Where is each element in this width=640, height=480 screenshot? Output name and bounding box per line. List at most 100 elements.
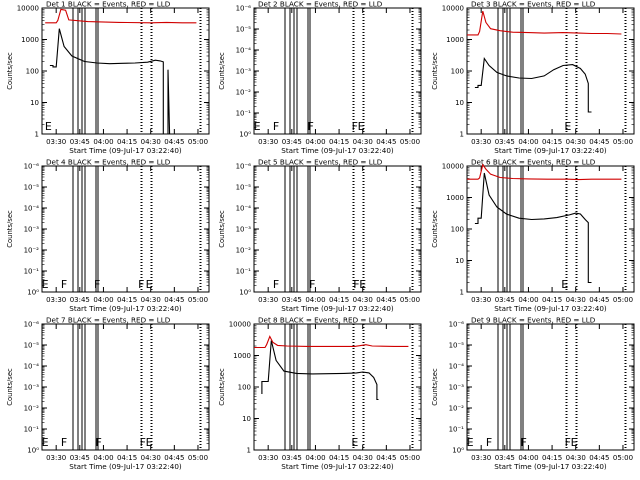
flag-label-f: F: [273, 278, 279, 291]
y-axis-label: Counts/sec: [431, 52, 439, 90]
panel-title: Det 7 BLACK = Events, RED = LLD: [46, 316, 171, 325]
x-tick-label: 04:45: [164, 138, 184, 146]
x-tick-label: 04:15: [117, 454, 137, 462]
plot-frame: [466, 7, 635, 135]
y-tick-label: 10⁻⁵: [24, 184, 40, 192]
y-tick-label: 10⁻²: [236, 89, 252, 97]
plot-frame: [466, 165, 635, 293]
y-tick-label: 10⁻⁵: [236, 184, 252, 192]
x-axis-label: Start Time (09-Jul-17 03:22:40): [494, 462, 607, 471]
y-tick-label: 10: [30, 99, 39, 107]
flag-label-e: E: [45, 120, 52, 133]
x-tick-label: 04:15: [329, 296, 349, 304]
y-tick-label: 1: [247, 447, 251, 455]
y-tick-label: 10⁻⁵: [24, 342, 40, 350]
y-tick-label: 10⁻³: [24, 226, 40, 234]
y-tick-label: 10⁻²: [236, 247, 252, 255]
y-tick-label: 10⁻⁵: [236, 26, 252, 34]
y-tick-label: 10⁻⁶: [236, 5, 252, 13]
y-tick-label: 10⁻¹: [24, 268, 40, 276]
x-tick-label: 04:30: [566, 138, 586, 146]
flag-label-e: E: [561, 278, 568, 291]
x-tick-label: 03:30: [258, 454, 278, 462]
panel-det-5: Det 5 BLACK = Events, RED = LLD 10⁰ 10⁻¹ 10…: [218, 158, 422, 313]
y-tick-label: 10⁻⁴: [24, 205, 40, 213]
flag-label-e: E: [358, 120, 365, 133]
x-tick-label: 03:45: [282, 454, 302, 462]
y-axis-label: Counts/sec: [431, 368, 439, 406]
y-tick-label: 10⁻⁶: [236, 163, 252, 171]
x-tick-label: 04:30: [141, 296, 161, 304]
y-tick-label: 1000: [446, 194, 464, 202]
y-tick-label: 10⁻³: [449, 384, 465, 392]
panel-det-3: Det 3 BLACK = Events, RED = LLD 1 10 100 100…: [431, 0, 635, 155]
panel-title: Det 4 BLACK = Events, RED = LLD: [46, 158, 171, 167]
flag-label-e: E: [359, 278, 366, 291]
x-tick-label: 03:30: [258, 296, 278, 304]
x-tick-label: 04:30: [353, 138, 373, 146]
flag-label-f: F: [309, 278, 315, 291]
x-tick-label: 03:45: [495, 454, 515, 462]
x-tick-label: 04:30: [141, 454, 161, 462]
x-tick-label: 03:45: [282, 296, 302, 304]
y-tick-label: 10⁻²: [449, 405, 465, 413]
x-tick-label: 04:15: [117, 296, 137, 304]
x-tick-label: 03:30: [471, 454, 491, 462]
x-tick-label: 03:30: [46, 454, 66, 462]
flag-label-f: F: [352, 120, 358, 133]
y-tick-label: 10⁻⁶: [24, 321, 40, 329]
x-tick-label: 04:00: [93, 454, 113, 462]
y-tick-label: 100: [451, 68, 464, 76]
y-tick-label: 10: [455, 257, 464, 265]
series-events: [474, 56, 592, 113]
y-axis-label: Counts/sec: [431, 210, 439, 248]
flag-label-e: E: [564, 120, 571, 133]
x-tick-label: 04:00: [305, 296, 325, 304]
y-tick-label: 10⁻²: [24, 405, 40, 413]
series-events: [474, 172, 592, 284]
plot-frame: [253, 7, 422, 135]
y-tick-label: 10000: [229, 321, 251, 329]
y-tick-label: 100: [238, 384, 251, 392]
flag-label-e: E: [254, 120, 261, 133]
flag-label-e: E: [42, 436, 49, 449]
x-tick-label: 03:30: [471, 138, 491, 146]
flag-label-f: F: [353, 278, 359, 291]
y-tick-label: 10⁻¹: [449, 426, 465, 434]
x-tick-label: 04:45: [589, 138, 609, 146]
flag-label-f: F: [521, 436, 527, 449]
plot-frame: [41, 165, 210, 293]
x-tick-label: 03:45: [70, 296, 90, 304]
series-lld: [45, 8, 197, 24]
flag-label-f: F: [61, 278, 67, 291]
panel-title: Det 2 BLACK = Events, RED = LLD: [258, 0, 383, 9]
x-tick-label: 04:30: [353, 454, 373, 462]
x-tick-label: 03:45: [70, 138, 90, 146]
x-tick-label: 05:00: [400, 138, 420, 146]
x-tick-label: 05:00: [400, 454, 420, 462]
panel-det-2: Det 2 BLACK = Events, RED = LLD 10⁰ 10⁻¹ 10…: [218, 0, 422, 155]
y-tick-label: 10⁻⁴: [449, 363, 465, 371]
y-axis-label: Counts/sec: [6, 368, 14, 406]
x-tick-label: 03:45: [70, 454, 90, 462]
flag-label-f: F: [96, 436, 102, 449]
x-tick-label: 04:30: [566, 296, 586, 304]
y-tick-label: 1: [460, 131, 464, 139]
x-tick-label: 03:45: [495, 138, 515, 146]
y-tick-label: 10⁰: [452, 447, 464, 455]
x-tick-label: 04:45: [589, 454, 609, 462]
flag-label-e: E: [351, 436, 358, 449]
flag-label-f: F: [61, 436, 67, 449]
y-tick-label: 10⁻⁶: [24, 163, 40, 171]
x-tick-label: 04:00: [93, 138, 113, 146]
panel-det-8: Det 8 BLACK = Events, RED = LLD 1 10 100 100…: [218, 316, 422, 471]
series-lld: [254, 335, 409, 349]
x-tick-label: 04:00: [518, 138, 538, 146]
x-tick-label: 04:45: [164, 296, 184, 304]
y-tick-label: 100: [26, 68, 39, 76]
x-tick-label: 04:15: [329, 454, 349, 462]
flag-label-e: E: [146, 436, 153, 449]
panel-det-1: Det 1 BLACK = Events, RED = LLD 1 10 100 100…: [6, 0, 210, 155]
x-axis-label: Start Time (09-Jul-17 03:22:40): [69, 146, 182, 155]
flag-label-e: E: [467, 436, 474, 449]
